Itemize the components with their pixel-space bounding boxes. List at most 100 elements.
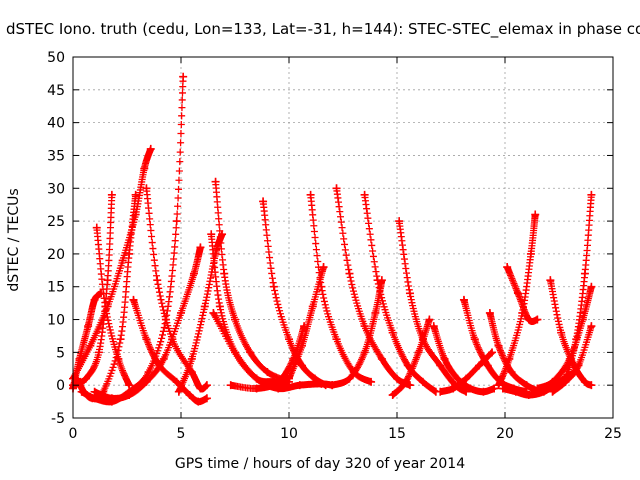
- data-point: [172, 377, 181, 386]
- series-arc-28: [503, 263, 542, 325]
- data-point: [308, 302, 317, 311]
- data-point: [436, 387, 445, 396]
- data-point: [86, 341, 95, 350]
- series-curve: [361, 191, 440, 396]
- data-point: [297, 361, 306, 370]
- y-tick-label: 25: [47, 214, 65, 230]
- data-point: [202, 394, 211, 403]
- data-point: [360, 322, 369, 331]
- y-tick-label: 35: [47, 148, 65, 164]
- data-point: [155, 361, 164, 370]
- y-tick-label: 45: [47, 83, 65, 99]
- data-point: [118, 256, 127, 265]
- data-point: [332, 335, 341, 344]
- data-point: [494, 381, 503, 390]
- data-point: [367, 377, 376, 386]
- series-arc-22: [388, 315, 434, 400]
- data-point: [418, 377, 427, 386]
- data-point: [395, 217, 404, 226]
- data-point: [246, 348, 255, 357]
- data-point: [557, 328, 566, 337]
- series-arc-24: [436, 348, 497, 396]
- data-point: [196, 243, 205, 252]
- series-arc-16: [285, 263, 328, 383]
- data-point: [401, 377, 410, 386]
- data-point: [125, 249, 134, 258]
- data-point: [142, 335, 151, 344]
- data-point: [462, 374, 471, 383]
- data-point: [494, 341, 503, 350]
- data-point: [580, 269, 589, 278]
- series-arc-12: [211, 177, 293, 386]
- series-arc-30: [546, 276, 596, 390]
- data-point: [345, 269, 354, 278]
- data-point: [371, 308, 380, 317]
- data-point: [574, 361, 583, 370]
- data-point: [546, 276, 555, 285]
- data-point: [548, 377, 557, 386]
- y-tick-label: 15: [47, 280, 65, 296]
- data-point: [531, 210, 540, 219]
- data-point: [174, 387, 183, 396]
- data-point: [503, 263, 512, 272]
- data-point: [425, 315, 434, 324]
- series-arc-20: [360, 190, 440, 396]
- series-arc-26: [485, 308, 544, 396]
- data-point: [172, 217, 181, 226]
- data-point: [317, 282, 326, 291]
- data-point: [388, 391, 397, 400]
- x-tick-label: 5: [177, 426, 186, 442]
- data-point: [526, 249, 535, 258]
- data-point: [131, 190, 140, 199]
- data-point: [587, 190, 596, 199]
- y-tick-label: 5: [56, 345, 65, 361]
- data-point: [306, 190, 315, 199]
- series-arc-5: [92, 223, 134, 390]
- data-point: [168, 335, 177, 344]
- data-point: [144, 368, 153, 377]
- data-point: [114, 354, 123, 363]
- data-point: [207, 230, 216, 239]
- series-arc-17: [306, 190, 376, 386]
- data-point: [453, 374, 462, 383]
- y-tick-label: 30: [47, 181, 65, 197]
- series-arc-19: [328, 276, 386, 390]
- x-tick-label: 20: [496, 426, 514, 442]
- data-point: [475, 361, 484, 370]
- data-point: [107, 190, 116, 199]
- data-point: [226, 381, 235, 390]
- data-point: [388, 328, 397, 337]
- data-point: [561, 377, 570, 386]
- data-point: [310, 374, 319, 383]
- data-point: [142, 377, 151, 386]
- data-point: [522, 381, 531, 390]
- plot-frame: [72, 56, 614, 419]
- data-point: [196, 384, 205, 393]
- chart-title: dSTEC Iono. truth (cedu, Lon=133, Lat=-3…: [6, 20, 640, 38]
- data-point: [285, 374, 293, 383]
- data-point: [587, 381, 596, 390]
- data-point: [73, 374, 82, 383]
- data-point: [269, 282, 278, 291]
- data-point: [274, 377, 283, 386]
- data-point: [524, 391, 533, 400]
- data-point: [449, 384, 458, 393]
- series-curve: [212, 178, 293, 386]
- data-point: [429, 322, 438, 331]
- data-point: [90, 295, 99, 304]
- data-point: [345, 374, 354, 383]
- data-point: [507, 368, 516, 377]
- data-point: [252, 374, 261, 383]
- data-point: [94, 348, 103, 357]
- data-point: [92, 223, 101, 232]
- data-point: [490, 384, 499, 393]
- data-point: [377, 354, 386, 363]
- data-point: [548, 387, 557, 396]
- data-point: [470, 335, 479, 344]
- data-point: [466, 384, 475, 393]
- data-point: [202, 381, 211, 390]
- data-point: [140, 164, 149, 173]
- data-point: [252, 384, 261, 393]
- y-tick-label: 0: [56, 378, 65, 394]
